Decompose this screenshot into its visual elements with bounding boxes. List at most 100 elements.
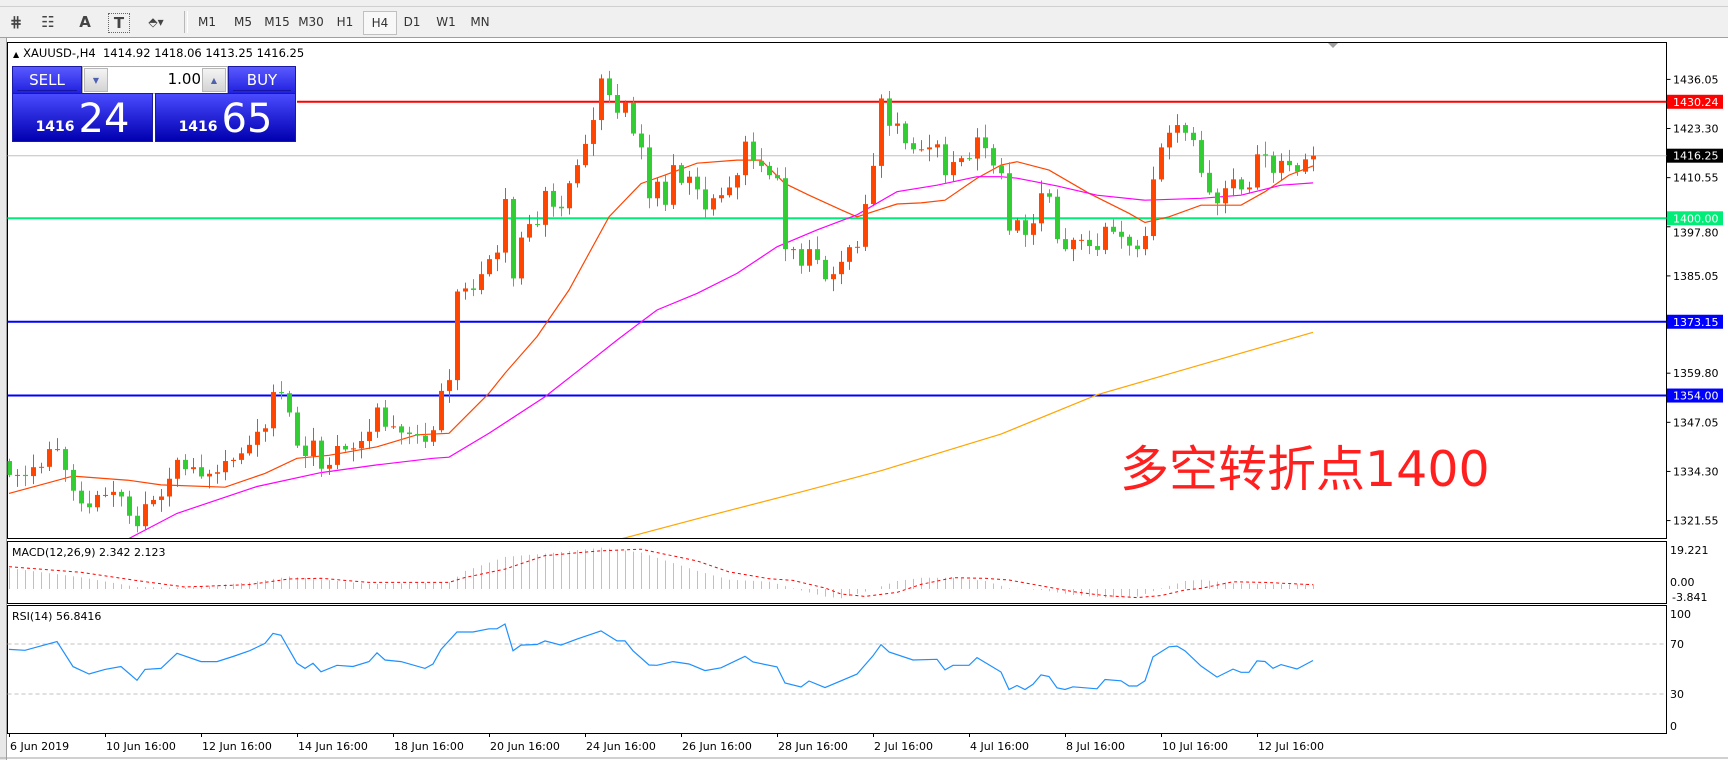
candle (71, 464, 76, 501)
upper-toolbar-strip (0, 0, 1728, 7)
candle-body (1271, 155, 1276, 173)
candle (223, 450, 228, 481)
candle-body (647, 147, 652, 199)
macd-panel-border (7, 541, 1667, 604)
candle (607, 70, 612, 104)
candle-body (543, 190, 548, 225)
arrow-down-icon: ▼ (92, 75, 100, 85)
timeframe-mn[interactable]: MN (470, 15, 490, 29)
candle-body (927, 147, 932, 150)
candle (1239, 177, 1244, 196)
candle (95, 490, 100, 512)
candle-body (1095, 246, 1100, 250)
candle-body (263, 428, 268, 432)
timeframe-h1[interactable]: H1 (336, 15, 354, 29)
candle-body (583, 143, 588, 166)
candle-body (1295, 165, 1300, 172)
candle (799, 243, 804, 274)
candle-body (615, 95, 620, 113)
candle-body (1103, 226, 1108, 250)
candle-body (1023, 220, 1028, 235)
timeframe-m15[interactable]: M15 (264, 15, 290, 29)
candle-body (167, 478, 172, 497)
candle (1279, 153, 1284, 181)
candle (951, 151, 956, 182)
candle (335, 435, 340, 470)
lot-decrease-button[interactable]: ▼ (84, 68, 108, 92)
candle (783, 167, 788, 262)
candle-body (255, 431, 260, 445)
candle (87, 490, 92, 514)
timeframe-m30[interactable]: M30 (298, 15, 324, 29)
candle-body (375, 407, 380, 432)
candle-body (39, 466, 44, 468)
candle (263, 424, 268, 442)
lot-value[interactable]: 1.00 (167, 70, 201, 88)
candle (1031, 214, 1036, 245)
text-icon[interactable]: A (79, 13, 91, 31)
time-axis-label: 12 Jun 16:00 (202, 740, 272, 753)
candle-body (367, 431, 372, 442)
candle (1311, 146, 1316, 172)
candle-body (1015, 220, 1020, 231)
fibonacci-icon[interactable]: ☷ (41, 13, 55, 31)
candle-body (423, 435, 428, 442)
candle-body (1175, 125, 1180, 133)
candle (447, 369, 452, 403)
lot-increase-button[interactable]: ▲ (202, 68, 226, 92)
sell-price[interactable]: 1416 24 (12, 93, 153, 142)
candle (671, 154, 676, 210)
candle (551, 183, 556, 217)
candle-body (855, 246, 860, 248)
charts-toolbar: ⋕ ☷ A T ⬘▾ M1 M5 M15 M30 H1 H4 D1 W1 MN (0, 7, 1728, 38)
candle (303, 436, 308, 468)
lot-size-field[interactable]: ▼ 1.00 ▲ (82, 66, 228, 94)
candle-body (1279, 160, 1284, 173)
timeframe-m1[interactable]: M1 (198, 15, 216, 29)
timeframe-m5[interactable]: M5 (234, 15, 252, 29)
buy-button[interactable]: BUY (228, 66, 296, 94)
candle (359, 431, 364, 459)
candle-body (1055, 196, 1060, 240)
time-axis-label: 12 Jul 16:00 (1258, 740, 1324, 753)
macd-signal-line (8, 548, 1314, 599)
candle-body (455, 291, 460, 381)
chart-background (7, 38, 1728, 760)
timeframe-h4[interactable]: H4 (363, 11, 397, 35)
candle (935, 140, 940, 158)
candle-body (1231, 179, 1236, 189)
candle (463, 282, 468, 300)
candle (999, 158, 1004, 180)
sell-button[interactable]: SELL (12, 66, 82, 94)
candle (847, 244, 852, 270)
rsi-axis-label: 30 (1670, 688, 1684, 701)
timeframe-d1[interactable]: D1 (403, 15, 421, 29)
candle-body (943, 144, 948, 176)
candle (231, 457, 236, 468)
candle-body (567, 183, 572, 209)
buy-price-big: 1416 (178, 119, 218, 135)
candle (807, 239, 812, 272)
candle (287, 390, 292, 417)
candle (1151, 166, 1156, 241)
candle (887, 90, 892, 136)
candle-body (495, 252, 500, 260)
candle-body (503, 199, 508, 253)
candle (1183, 122, 1188, 141)
candle-body (1247, 187, 1252, 190)
candle-body (519, 237, 524, 279)
candle-body (7, 461, 12, 475)
arrows-dropdown-icon[interactable]: ⬘▾ (148, 15, 164, 29)
candle (919, 140, 924, 152)
candle-body (831, 274, 836, 280)
period-separators-icon[interactable]: ⋕ (9, 13, 23, 31)
candle-body (1039, 193, 1044, 224)
price-axis-label: 1359.80 (1673, 367, 1719, 380)
text-label-icon[interactable]: T (108, 13, 130, 33)
candle-body (199, 467, 204, 477)
candle (1119, 220, 1124, 249)
macd-axis-label: -3.841 (1672, 591, 1707, 604)
timeframe-w1[interactable]: W1 (436, 15, 456, 29)
buy-price[interactable]: 1416 65 (155, 93, 296, 142)
